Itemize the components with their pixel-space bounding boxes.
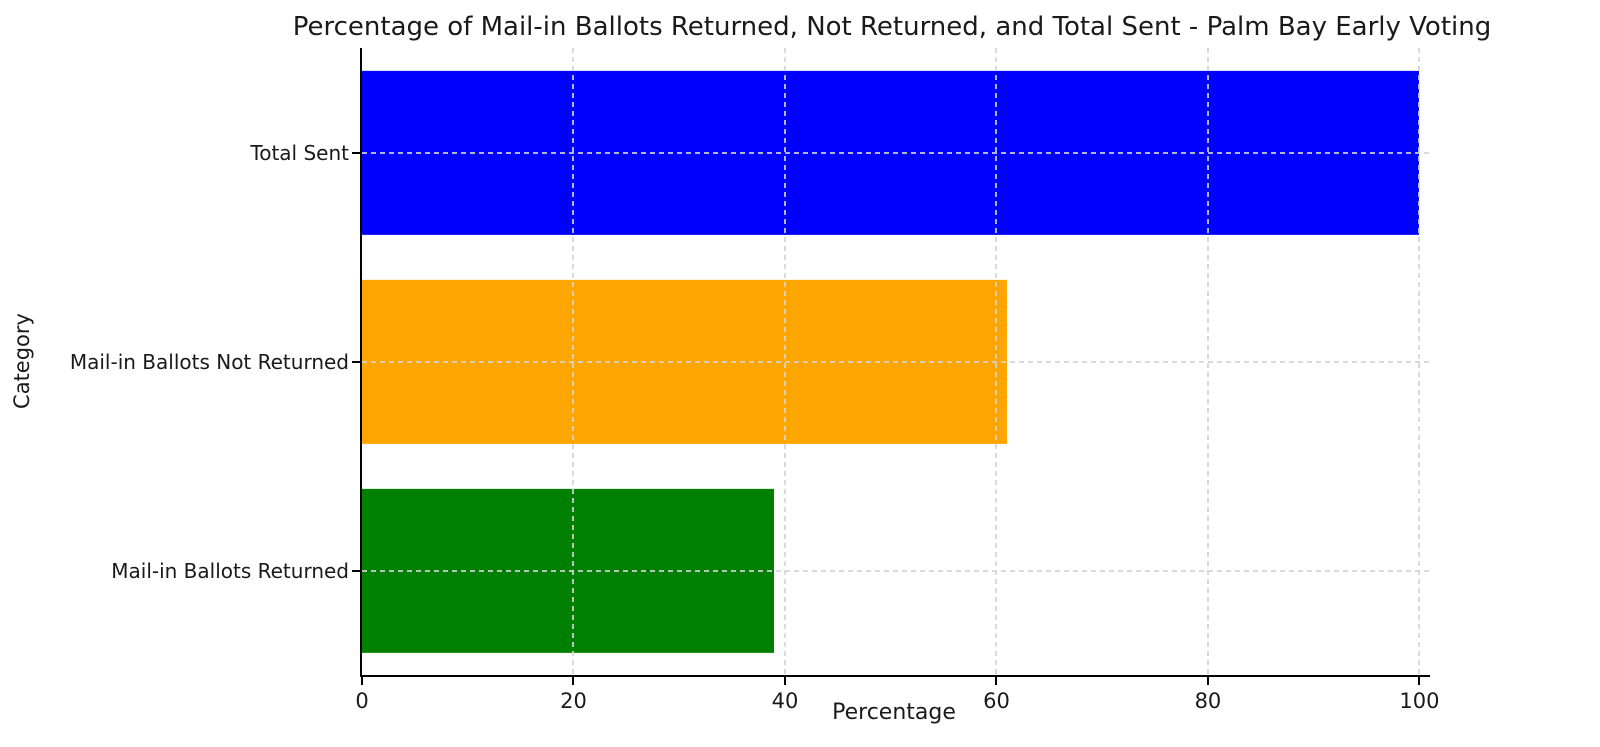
x-tick-label: 20 bbox=[560, 689, 587, 713]
category-label: Mail-in Ballots Not Returned bbox=[69, 349, 349, 374]
x-gridline bbox=[1206, 48, 1209, 675]
x-gridline bbox=[783, 48, 786, 675]
x-tick-label: 40 bbox=[771, 689, 799, 713]
x-gridline bbox=[995, 48, 998, 675]
x-gridline bbox=[1418, 48, 1421, 675]
x-gridline bbox=[572, 48, 575, 675]
x-tick-label: 100 bbox=[1399, 689, 1440, 713]
x-tick bbox=[361, 675, 363, 685]
category-label: Mail-in Ballots Returned bbox=[111, 558, 349, 583]
y-gridline bbox=[362, 151, 1430, 154]
x-tick-label: 60 bbox=[983, 689, 1010, 713]
x-tick bbox=[995, 675, 998, 685]
x-tick bbox=[783, 675, 786, 685]
y-axis-label: Category bbox=[10, 313, 34, 409]
category-label: Total Sent bbox=[250, 140, 349, 165]
x-tick-label: 80 bbox=[1194, 689, 1222, 713]
x-tick bbox=[1206, 675, 1209, 685]
y-tick bbox=[352, 151, 362, 154]
x-tick-label: 0 bbox=[355, 689, 369, 713]
y-gridline bbox=[362, 569, 1430, 572]
y-tick bbox=[352, 360, 362, 363]
y-gridline bbox=[362, 360, 1430, 363]
y-tick bbox=[352, 569, 362, 572]
x-tick bbox=[1418, 675, 1421, 685]
x-axis-label: Percentage bbox=[832, 700, 956, 725]
plot-area: Total Sent Mail-in Ballots Not Returned Ma… bbox=[70, 48, 1439, 713]
chart-title: Percentage of Mail-in Ballots Returned, … bbox=[292, 12, 1492, 42]
x-tick bbox=[572, 675, 575, 685]
